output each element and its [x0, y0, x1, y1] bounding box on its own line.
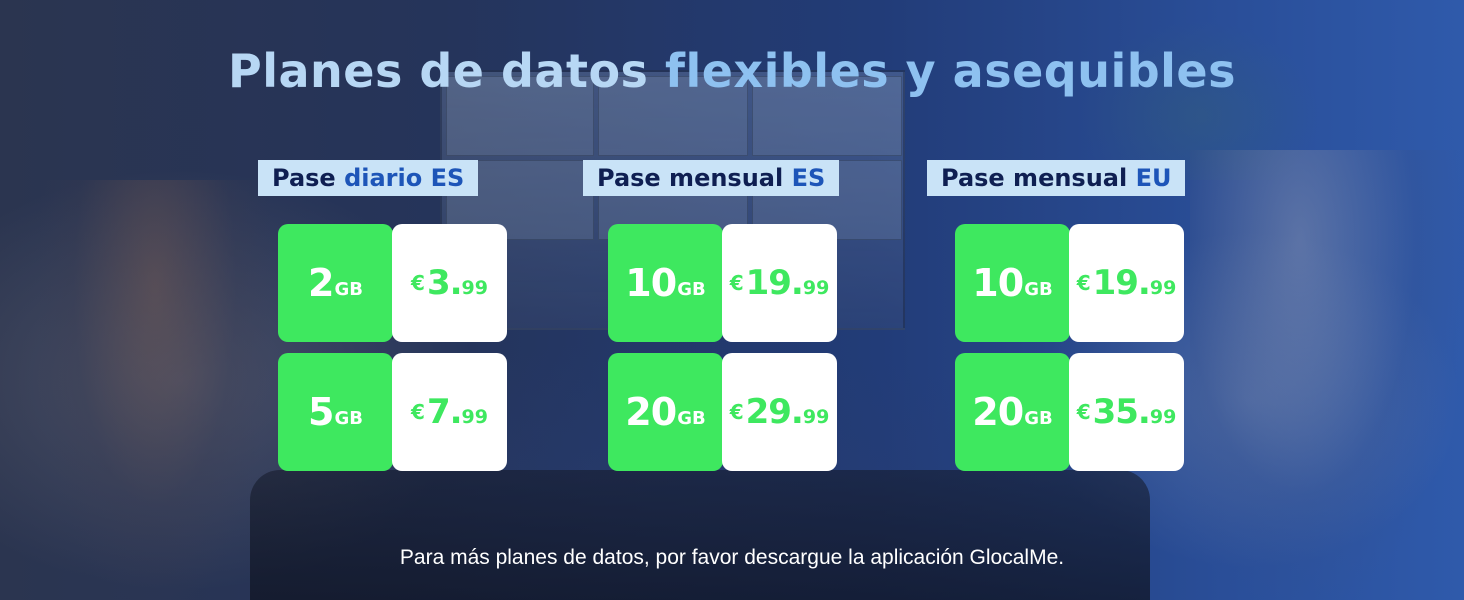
price-integer: 19. — [1092, 263, 1151, 303]
data-amount-tile: 10 GB — [955, 224, 1070, 342]
price-integer: 35. — [1092, 392, 1151, 432]
price-decimal: 99 — [802, 406, 830, 428]
currency-symbol: € — [729, 400, 744, 424]
plan-card[interactable]: 10 GB €19. 99 — [608, 224, 838, 342]
label-main: Pase mensual — [941, 164, 1136, 192]
plan-card[interactable]: 20 GB €35. 99 — [955, 353, 1185, 471]
data-amount: 2 — [308, 261, 334, 305]
label-highlight: ES — [791, 164, 826, 192]
currency-symbol: € — [1076, 400, 1091, 424]
currency-symbol: € — [411, 400, 425, 424]
label-highlight: diario ES — [344, 164, 465, 192]
label-main: Pase mensual — [597, 164, 792, 192]
currency-symbol: € — [411, 271, 425, 295]
label-highlight: EU — [1135, 164, 1172, 192]
currency-symbol: € — [729, 271, 744, 295]
data-unit: GB — [1024, 407, 1053, 429]
price-tile: €19. 99 — [1069, 224, 1184, 342]
price-tile: €7. 99 — [392, 353, 507, 471]
footer-note: Para más planes de datos, por favor desc… — [399, 546, 1065, 569]
plan-group-label: Pase diario ES — [258, 160, 479, 196]
background-table — [250, 470, 1150, 600]
price-integer: 29. — [745, 392, 804, 432]
data-amount: 20 — [972, 390, 1024, 434]
data-unit: GB — [677, 278, 706, 300]
data-amount: 10 — [625, 261, 677, 305]
data-amount-tile: 5 GB — [278, 353, 393, 471]
page-title: Planes de datos flexibles y asequibles — [0, 44, 1464, 98]
plan-group-label: Pase mensual ES — [583, 160, 840, 196]
data-unit: GB — [1024, 278, 1053, 300]
currency-symbol: € — [1076, 271, 1091, 295]
price-integer: 19. — [745, 263, 804, 303]
price-tile: €3. 99 — [392, 224, 507, 342]
price-decimal: 99 — [461, 277, 488, 299]
price-decimal: 99 — [802, 277, 830, 299]
data-amount-tile: 2 GB — [278, 224, 393, 342]
price-decimal: 99 — [461, 406, 488, 428]
plan-card[interactable]: 10 GB €19. 99 — [955, 224, 1185, 342]
plan-group-label: Pase mensual EU — [927, 160, 1186, 196]
data-amount: 20 — [625, 390, 677, 434]
price-integer: 3. — [426, 263, 463, 303]
data-unit: GB — [334, 278, 363, 300]
title-part-1: Planes de datos — [227, 44, 665, 98]
price-tile: €35. 99 — [1069, 353, 1184, 471]
plan-card[interactable]: 5 GB €7. 99 — [278, 353, 508, 471]
data-unit: GB — [677, 407, 706, 429]
label-main: Pase — [272, 164, 345, 192]
data-amount-tile: 10 GB — [608, 224, 723, 342]
price-decimal: 99 — [1149, 406, 1177, 428]
data-amount-tile: 20 GB — [955, 353, 1070, 471]
data-amount-tile: 20 GB — [608, 353, 723, 471]
data-amount: 10 — [972, 261, 1024, 305]
background-person-left — [40, 180, 270, 600]
price-tile: €19. 99 — [722, 224, 837, 342]
plan-card[interactable]: 20 GB €29. 99 — [608, 353, 838, 471]
price-tile: €29. 99 — [722, 353, 837, 471]
background-person-right — [1190, 150, 1464, 600]
data-unit: GB — [334, 407, 363, 429]
plan-card[interactable]: 2 GB €3. 99 — [278, 224, 508, 342]
price-integer: 7. — [426, 392, 463, 432]
price-decimal: 99 — [1149, 277, 1177, 299]
data-amount: 5 — [308, 390, 334, 434]
title-part-2: flexibles y asequibles — [664, 44, 1236, 98]
